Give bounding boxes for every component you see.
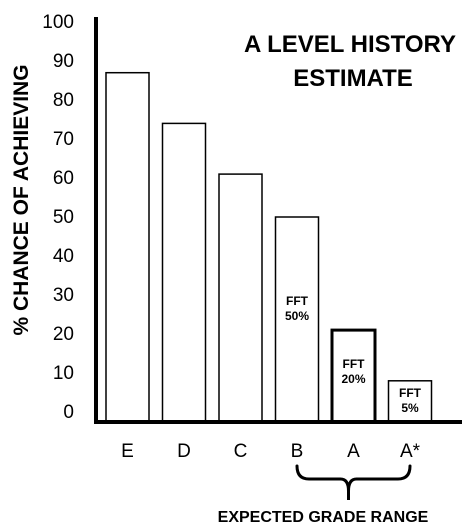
bar-annotation: 20% bbox=[341, 372, 365, 386]
axes bbox=[94, 17, 462, 424]
x-category-label: A bbox=[347, 441, 360, 462]
range-bracket bbox=[295, 464, 412, 492]
x-category-label: D bbox=[177, 441, 191, 462]
bar-e bbox=[105, 71, 150, 423]
bar-d bbox=[161, 122, 207, 423]
x-axis-label: EXPECTED GRADE RANGE bbox=[218, 509, 429, 526]
bar-annotation: FFT bbox=[399, 386, 422, 400]
y-tick-label: 20 bbox=[53, 324, 74, 345]
y-tick-label: 70 bbox=[53, 129, 74, 150]
x-category-label: C bbox=[234, 441, 248, 462]
expected-range-bracket bbox=[295, 464, 412, 500]
x-axis-categories: E D C B A A* bbox=[121, 441, 420, 462]
y-tick-label: 60 bbox=[53, 168, 74, 189]
chart-title-line: ESTIMATE bbox=[293, 65, 413, 92]
y-tick-label: 50 bbox=[53, 207, 74, 228]
x-category-label: B bbox=[291, 441, 304, 462]
bar-b bbox=[274, 216, 320, 423]
bar-annotation: 5% bbox=[401, 401, 419, 415]
bar-annotation: FFT bbox=[286, 294, 309, 308]
bars bbox=[105, 71, 433, 424]
y-axis-label-group: % CHANCE OF ACHIEVING bbox=[10, 64, 33, 335]
x-category-label: E bbox=[121, 441, 134, 462]
y-axis-label: % CHANCE OF ACHIEVING bbox=[10, 64, 33, 335]
x-axis-label-group: EXPECTED GRADE RANGE bbox=[218, 509, 429, 526]
y-tick-label: 90 bbox=[53, 51, 74, 72]
y-tick-label: 30 bbox=[53, 285, 74, 306]
y-tick-label: 100 bbox=[42, 12, 74, 33]
chart-title-line: A LEVEL HISTORY bbox=[244, 31, 456, 58]
bar-annotation: FFT bbox=[343, 357, 366, 371]
y-tick-label: 40 bbox=[53, 246, 74, 267]
x-category-label: A* bbox=[400, 441, 421, 462]
y-tick-label: 0 bbox=[63, 402, 74, 423]
chart-title: A LEVEL HISTORY ESTIMATE bbox=[244, 31, 456, 92]
bar-annotation: 50% bbox=[285, 309, 309, 323]
y-tick-label: 80 bbox=[53, 90, 74, 111]
bar-c bbox=[218, 173, 263, 423]
y-tick-label: 10 bbox=[53, 363, 74, 384]
y-axis-ticks: 0 10 20 30 40 50 60 70 80 90 100 bbox=[42, 12, 74, 423]
